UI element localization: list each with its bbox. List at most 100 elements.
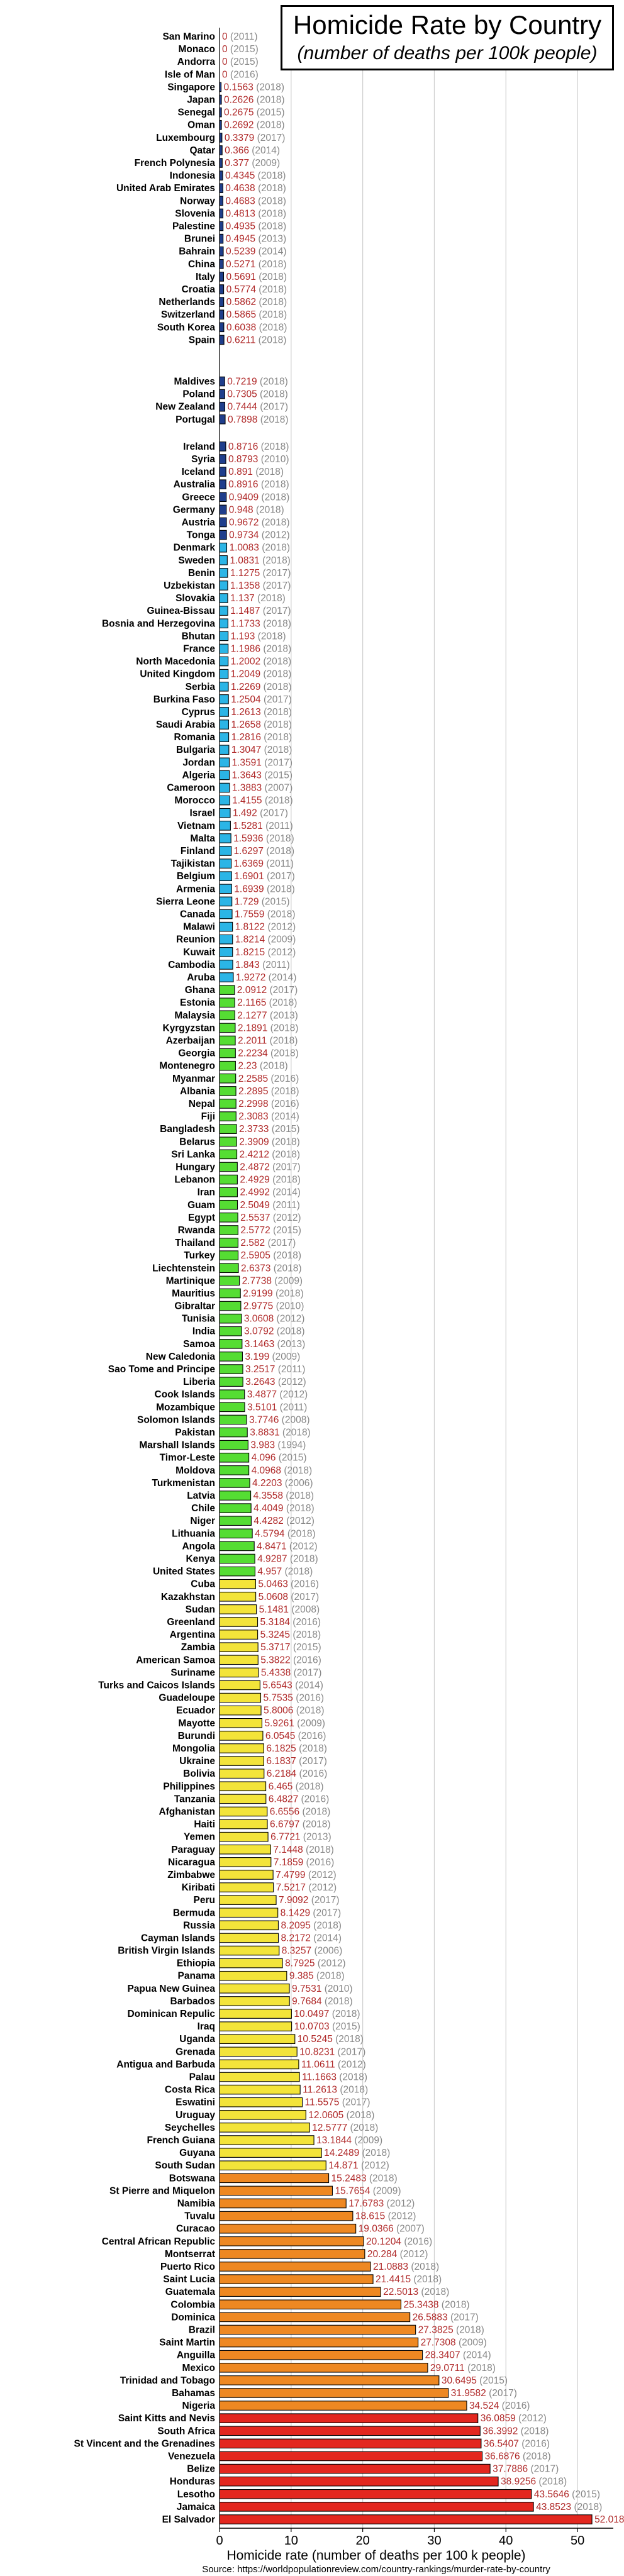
country-label: Mexico bbox=[182, 2363, 215, 2373]
country-label: Lesotho bbox=[177, 2489, 215, 2500]
bar bbox=[219, 492, 227, 502]
value-number: 43.8523 bbox=[536, 2502, 571, 2512]
value-year: (2018) bbox=[264, 833, 294, 844]
value-label: 9.7531 (2010) bbox=[292, 1984, 353, 1994]
value-label: 5.0463 (2016) bbox=[258, 1579, 319, 1590]
value-year: (2018) bbox=[261, 707, 292, 718]
value-label: 2.1891 (2018) bbox=[238, 1023, 299, 1033]
bar bbox=[219, 1263, 239, 1274]
value-number: 4.2203 bbox=[252, 1478, 282, 1489]
bar bbox=[219, 467, 226, 477]
country-label: Poland bbox=[182, 389, 215, 400]
country-label: Turks and Caicos Islands bbox=[98, 1680, 215, 1690]
value-year: (2008) bbox=[289, 1604, 320, 1615]
value-label: 0.7305 (2018) bbox=[227, 389, 288, 400]
country-label: Uruguay bbox=[176, 2110, 215, 2121]
value-number: 10.8231 bbox=[299, 2046, 335, 2057]
bar bbox=[219, 1566, 255, 1577]
value-year: (2018) bbox=[257, 1061, 288, 1072]
value-number: 7.1448 bbox=[273, 1845, 303, 1855]
value-label: 0 (2015) bbox=[222, 44, 259, 55]
bar bbox=[219, 1806, 268, 1817]
country-label: Panama bbox=[178, 1971, 216, 1982]
value-year: (2018) bbox=[299, 1806, 330, 1817]
value-year: (2015) bbox=[569, 2489, 600, 2500]
x-axis: 0 10 20 30 40 50 bbox=[216, 28, 613, 2548]
value-number: 3.5101 bbox=[247, 1402, 277, 1413]
bar bbox=[219, 694, 229, 704]
country-label: Mayotte bbox=[178, 1718, 215, 1729]
value-label: 2.3733 (2015) bbox=[239, 1124, 300, 1135]
value-label: 4.0968 (2018) bbox=[252, 1465, 313, 1476]
value-number: 21.0883 bbox=[373, 2262, 408, 2272]
value-label: 6.0545 (2016) bbox=[265, 1731, 326, 1741]
country-label: Burundi bbox=[178, 1731, 215, 1741]
bar bbox=[219, 1642, 259, 1652]
value-number: 1.193 bbox=[231, 631, 255, 641]
bar bbox=[219, 1933, 279, 1943]
country-label: Sudan bbox=[186, 1604, 215, 1615]
country-label: Timor-Leste bbox=[160, 1453, 216, 1463]
value-label: 2.5049 (2011) bbox=[240, 1200, 300, 1211]
country-label: Haiti bbox=[194, 1819, 215, 1830]
country-label: Lithuania bbox=[172, 1528, 215, 1539]
value-label: 10.0703 (2015) bbox=[294, 2021, 360, 2032]
value-year: (2014) bbox=[270, 1187, 301, 1198]
value-label: 1.2504 (2017) bbox=[231, 694, 292, 705]
value-number: 0.5239 bbox=[226, 247, 255, 257]
country-label: Ireland bbox=[183, 441, 215, 452]
value-year: (2018) bbox=[255, 631, 286, 641]
bar bbox=[219, 1844, 271, 1855]
value-number: 1.8122 bbox=[235, 922, 265, 933]
value-year: (2018) bbox=[256, 309, 287, 320]
value-year: (2018) bbox=[518, 2426, 549, 2436]
bar bbox=[219, 259, 224, 269]
value-number: 0.4935 bbox=[226, 221, 255, 232]
value-number: 7.5217 bbox=[276, 1882, 306, 1893]
value-number: 5.8006 bbox=[264, 1706, 293, 1716]
bar bbox=[219, 1781, 267, 1792]
value-year: (2018) bbox=[270, 1175, 301, 1185]
value-number: 1.1733 bbox=[230, 618, 260, 629]
value-number: 1.7559 bbox=[235, 909, 264, 920]
bar bbox=[219, 1440, 248, 1450]
value-year: (2018) bbox=[273, 1288, 304, 1299]
bar bbox=[219, 2072, 300, 2082]
country-label: Morocco bbox=[174, 796, 215, 806]
value-year: (2018) bbox=[269, 1149, 300, 1160]
country-label: Guam bbox=[187, 1200, 215, 1211]
bar bbox=[219, 618, 228, 629]
value-label: 2.9199 (2018) bbox=[243, 1288, 304, 1299]
value-year: (2016) bbox=[293, 1693, 324, 1704]
country-label: China bbox=[188, 259, 215, 270]
value-number: 0.7898 bbox=[228, 414, 257, 425]
country-label: Anguilla bbox=[177, 2350, 216, 2361]
bar bbox=[219, 1629, 259, 1640]
country-label: Guyana bbox=[179, 2148, 215, 2158]
value-label: 0.9672 (2018) bbox=[229, 517, 290, 528]
value-label: 5.0608 (2017) bbox=[259, 1592, 320, 1602]
bar bbox=[219, 1326, 242, 1336]
value-label: 26.5883 (2017) bbox=[413, 2312, 479, 2323]
value-year: (2018) bbox=[290, 1629, 321, 1640]
value-year: (2013) bbox=[301, 1832, 332, 1843]
bar bbox=[219, 2502, 534, 2512]
value-label: 2.582 (2017) bbox=[240, 1238, 296, 1248]
value-number: 36.3992 bbox=[482, 2426, 518, 2436]
value-label: 0.2626 (2018) bbox=[224, 95, 285, 106]
value-year: (2018) bbox=[269, 1136, 300, 1147]
value-label: 0.2675 (2015) bbox=[224, 108, 285, 118]
value-number: 8.2172 bbox=[281, 1933, 311, 1943]
value-year: (2006) bbox=[311, 1946, 342, 1957]
country-label: Kyrgyzstan bbox=[162, 1023, 215, 1033]
value-number: 5.1481 bbox=[259, 1604, 289, 1615]
country-label: Monaco bbox=[178, 44, 215, 55]
value-number: 28.3407 bbox=[425, 2350, 460, 2361]
bar bbox=[219, 606, 228, 616]
value-label: 1.843 (2011) bbox=[235, 960, 290, 970]
bar bbox=[219, 871, 232, 882]
country-label: Malawi bbox=[183, 922, 215, 933]
value-year: (2018) bbox=[337, 2085, 368, 2096]
bar bbox=[219, 1250, 239, 1260]
value-number: 37.7886 bbox=[493, 2464, 528, 2475]
